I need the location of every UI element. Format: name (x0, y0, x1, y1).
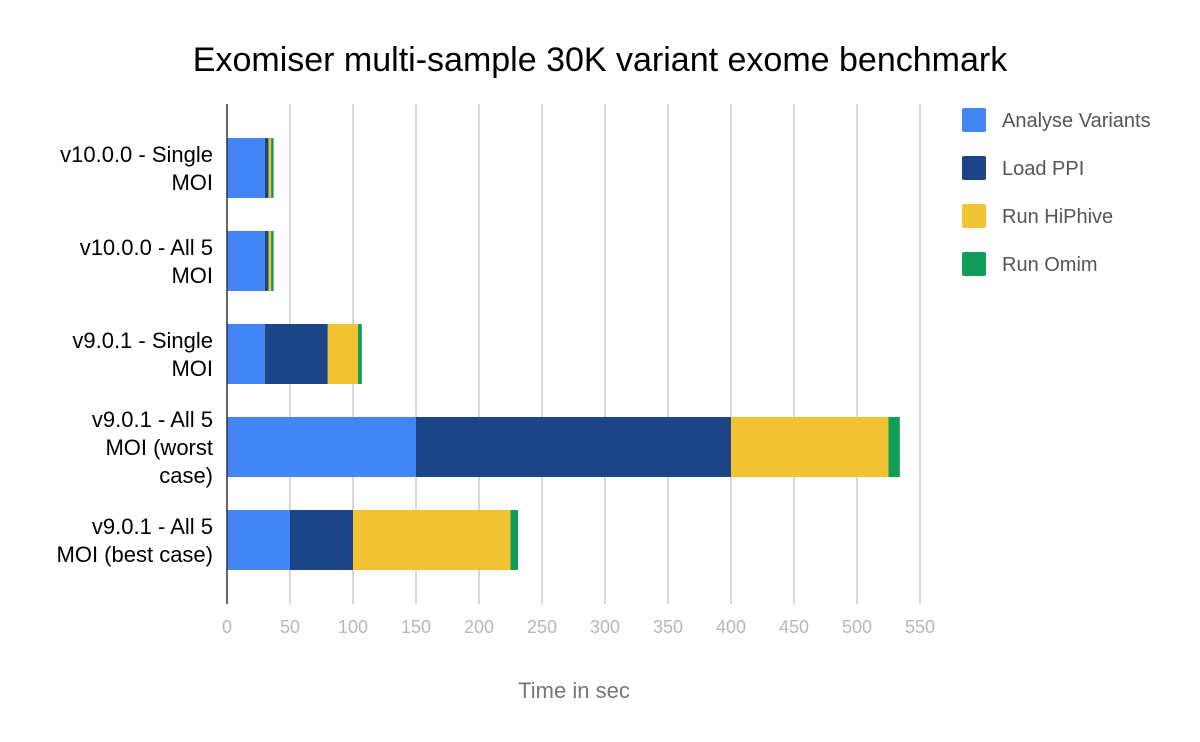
bar-segment-run-omim-0 (271, 138, 274, 198)
legend-label-analyse-variants: Analyse Variants (1002, 110, 1151, 132)
category-label-line: v9.0.1 - All 5 (92, 407, 213, 432)
category-label-line: v9.0.1 - All 5 (92, 514, 213, 539)
x-tick-label-200: 200 (464, 617, 494, 637)
bar-segment-analyse-variants-4 (227, 510, 290, 570)
bar-segment-run-omim-4 (510, 510, 519, 570)
category-label-0: v10.0.0 - Single MOI (60, 142, 213, 195)
bar-segment-run-omim-1 (271, 231, 274, 291)
bar-segment-load-ppi-0 (264, 138, 269, 198)
x-tick-label-550: 550 (905, 617, 935, 637)
bar-segment-analyse-variants-2 (227, 324, 265, 384)
legend-swatch-run-hiphive (962, 204, 986, 228)
category-label-line: v10.0.0 - Single (60, 142, 213, 167)
bar-segment-analyse-variants-1 (227, 231, 265, 291)
x-tick-label-500: 500 (842, 617, 872, 637)
bar-segment-run-hiphive-4 (353, 510, 511, 570)
bar-segment-load-ppi-3 (416, 417, 731, 477)
bar-segment-analyse-variants-0 (227, 138, 265, 198)
category-label-line: MOI (171, 263, 213, 288)
category-label-3: v9.0.1 - All 5 MOI (worst case) (92, 407, 213, 488)
x-tick-label-350: 350 (653, 617, 683, 637)
bar-segment-run-omim-2 (358, 324, 362, 384)
legend-label-run-omim: Run Omim (1002, 254, 1098, 276)
bar-segment-run-hiphive-0 (268, 138, 272, 198)
bar-segment-load-ppi-4 (290, 510, 353, 570)
x-tick-label-300: 300 (590, 617, 620, 637)
legend-swatch-analyse-variants (962, 108, 986, 132)
category-label-1: v10.0.0 - All 5 MOI (80, 235, 213, 288)
bar-segment-run-hiphive-2 (327, 324, 359, 384)
category-label-line: MOI (worst (105, 435, 213, 460)
x-tick-label-450: 450 (779, 617, 809, 637)
chart-title: Exomiser multi-sample 30K variant exome … (193, 41, 1008, 79)
x-axis-title: Time in sec (518, 678, 630, 703)
x-tick-labels: 0 50 100 150 200 250 300 350 400 450 500 550 (222, 617, 935, 637)
x-tick-label-0: 0 (222, 617, 232, 637)
x-tick-label-400: 400 (716, 617, 746, 637)
category-label-line: v10.0.0 - All 5 (80, 235, 213, 260)
x-tick-label-150: 150 (401, 617, 431, 637)
legend-label-run-hiphive: Run HiPhive (1002, 206, 1113, 228)
category-label-2: v9.0.1 - Single MOI (72, 328, 213, 381)
category-label-line: MOI (171, 356, 213, 381)
legend-swatch-load-ppi (962, 156, 986, 180)
x-tick-label-50: 50 (280, 617, 300, 637)
x-tick-label-250: 250 (527, 617, 557, 637)
legend-label-load-ppi: Load PPI (1002, 158, 1084, 180)
category-label-line: MOI (best case) (57, 542, 213, 567)
bar-segment-load-ppi-2 (264, 324, 328, 384)
bars (227, 138, 900, 570)
bar-segment-run-hiphive-1 (268, 231, 272, 291)
bar-segment-run-hiphive-3 (731, 417, 889, 477)
gridlines (289, 104, 921, 604)
category-label-4: v9.0.1 - All 5 MOI (best case) (57, 514, 213, 567)
category-label-line: v9.0.1 - Single (72, 328, 213, 353)
legend-swatch-run-omim (962, 252, 986, 276)
bar-segment-load-ppi-1 (264, 231, 269, 291)
legend: Analyse Variants Load PPI Run HiPhive Run O… (962, 108, 1151, 276)
category-label-line: MOI (171, 170, 213, 195)
category-label-line: case) (159, 463, 213, 488)
x-tick-label-100: 100 (338, 617, 368, 637)
bar-segment-analyse-variants-3 (227, 417, 416, 477)
bar-segment-run-omim-3 (888, 417, 900, 477)
